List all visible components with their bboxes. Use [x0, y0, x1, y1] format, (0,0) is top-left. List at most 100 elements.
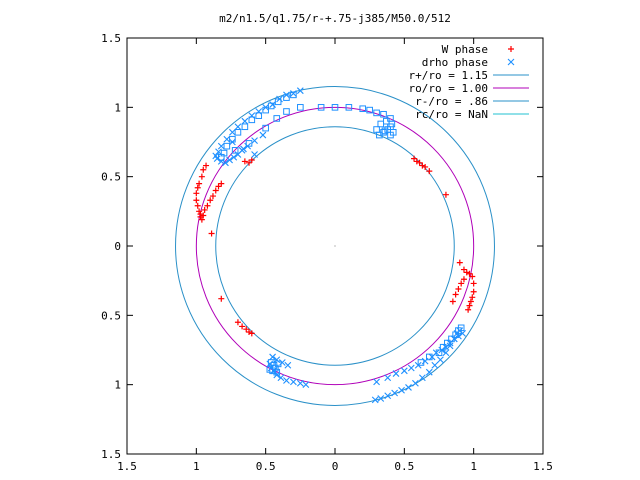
series-2-point — [283, 94, 290, 101]
series-0-point — [449, 298, 456, 305]
series-1-point — [425, 368, 433, 376]
series-1-point — [400, 367, 408, 375]
legend-marker — [508, 46, 514, 52]
series-1-point — [273, 356, 281, 364]
series-0-point — [411, 155, 418, 162]
x-tick-label: 0 — [332, 460, 339, 473]
series-2-point — [373, 126, 380, 133]
series-0-point — [470, 280, 477, 287]
curve-0 — [175, 86, 495, 406]
series-0-point — [426, 168, 433, 175]
data-points — [193, 87, 477, 404]
legend-label: r+/ro = 1.15 — [409, 69, 488, 82]
series-1-point — [421, 357, 429, 365]
series-0-point — [200, 166, 207, 173]
series-0-point — [218, 180, 225, 187]
series-2-point — [267, 359, 275, 366]
y-tick-label: 0 — [114, 240, 121, 253]
series-2-point — [262, 106, 269, 114]
series-0-point — [416, 159, 423, 166]
series-2-point — [217, 153, 225, 161]
series-2-point — [255, 112, 263, 119]
y-tick-label: 1.5 — [101, 32, 121, 45]
series-0-point — [470, 288, 477, 295]
series-1-point — [230, 153, 238, 161]
series-0-point — [442, 191, 449, 198]
series-1-point — [277, 374, 285, 382]
series-1-point — [384, 374, 392, 382]
series-2-point — [417, 359, 425, 366]
series-0-point — [196, 180, 203, 187]
series-0-point — [469, 294, 476, 301]
series-0-point — [208, 230, 215, 237]
series-2-point — [388, 120, 396, 128]
series-0-point — [465, 306, 472, 313]
series-1-point — [222, 159, 229, 167]
series-2-point — [248, 116, 256, 124]
legend-marker — [507, 58, 515, 66]
series-0-point — [198, 216, 205, 223]
series-0-point — [466, 270, 473, 277]
y-tick-label: 1 — [114, 101, 121, 114]
series-1-point — [217, 158, 225, 165]
series-0-point — [215, 183, 222, 190]
series-1-point — [251, 137, 258, 145]
series-2-point — [387, 131, 394, 139]
series-0-point — [246, 328, 253, 335]
series-2-point — [273, 368, 281, 376]
series-2-point — [290, 91, 297, 99]
series-0-point — [203, 162, 210, 169]
series-1-point — [377, 395, 385, 402]
series-0-point — [193, 197, 200, 204]
series-1-point — [226, 156, 234, 164]
series-0-point — [419, 162, 426, 169]
series-0-point — [212, 187, 219, 194]
legend-label: W phase — [442, 43, 488, 56]
series-2-point — [366, 106, 373, 114]
series-2-point — [229, 135, 236, 143]
series-2-point — [273, 115, 281, 122]
x-tick-label: 1 — [470, 460, 477, 473]
x-tick-label: 0.5 — [394, 460, 414, 473]
series-1-point — [290, 378, 297, 386]
series-1-point — [412, 379, 419, 387]
series-1-point — [436, 356, 444, 364]
series-0-point — [209, 193, 216, 200]
series-0-point — [200, 212, 207, 219]
series-1-point — [278, 359, 286, 366]
series-1-point — [283, 377, 290, 384]
series-2-point — [234, 128, 242, 136]
series-1-point — [296, 379, 304, 387]
series-2-point — [373, 109, 380, 117]
series-1-point — [217, 142, 225, 150]
series-0-point — [458, 280, 465, 287]
series-1-point — [431, 361, 439, 369]
series-0-point — [463, 269, 470, 276]
series-0-point — [456, 259, 463, 266]
x-tick-label: 0.5 — [256, 460, 276, 473]
series-1-point — [269, 101, 276, 108]
series-1-point — [373, 378, 380, 386]
legend-label: r-/ro = .86 — [415, 95, 488, 108]
legend-label: drho phase — [422, 56, 488, 69]
series-0-point — [239, 323, 246, 330]
series-0-point — [194, 184, 201, 191]
series-1-point — [240, 145, 247, 153]
series-0-point — [234, 319, 241, 326]
series-1-point — [284, 361, 292, 369]
series-0-point — [241, 158, 248, 165]
series-0-point — [248, 330, 255, 337]
series-2-point — [439, 343, 447, 351]
curve-2 — [215, 126, 455, 366]
series-2-point — [317, 104, 325, 111]
series-2-point — [262, 124, 269, 132]
series-2-point — [274, 360, 282, 368]
y-tick-label: 0.5 — [101, 171, 121, 184]
chart-title: m2/n1.5/q1.75/r-+.75-j385/M50.0/512 — [219, 12, 451, 25]
x-tick-label: 1.5 — [533, 460, 553, 473]
series-2-point — [331, 104, 339, 111]
series-0-point — [194, 202, 201, 209]
series-2-point — [457, 324, 465, 332]
